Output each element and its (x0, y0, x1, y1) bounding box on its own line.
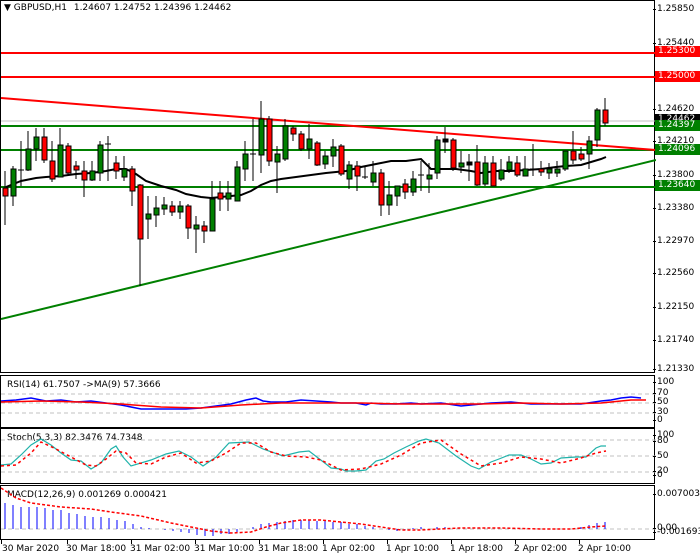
descending-trendline (1, 97, 656, 151)
price-tag-support: 1.24096 (655, 144, 700, 155)
macd-axis: 0.007003 0.00 -0.001693 (652, 485, 700, 540)
stochastic-label: Stoch(5,3,3) 82.3476 74.7348 (7, 433, 143, 443)
stochastic-axis: 100 80 50 20 0 (652, 428, 700, 484)
macd-tick: -0.001693 (652, 527, 700, 537)
stochastic-main-line (1, 438, 606, 472)
dropdown-triangle-icon[interactable]: ▼ (4, 3, 11, 13)
time-label: 31 Mar 10:00 (194, 544, 255, 554)
macd-tick: 0.007003 (653, 489, 700, 499)
price-tick: 1.23800 (652, 170, 695, 180)
stochastic-tick: 100 (652, 430, 675, 440)
price-axis: 1.25850 1.25440 1.24620 1.24210 1.23800 … (652, 0, 700, 374)
price-tick: 1.22970 (652, 236, 695, 246)
time-label: 2 Apr 10:00 (578, 544, 631, 554)
price-tick: 1.23380 (652, 203, 695, 213)
price-tick: 1.24620 (652, 104, 695, 114)
ascending-trendline (1, 159, 656, 320)
price-tick: 1.22150 (652, 302, 695, 312)
time-label: 1 Apr 10:00 (386, 544, 439, 554)
macd-signal-line (1, 487, 606, 534)
rsi-tick: 100 (652, 377, 675, 387)
symbol-label: GBPUSD,H1 (13, 3, 67, 13)
time-label: 30 Mar 2020 (2, 544, 60, 554)
macd-label: MACD(12,26,9) 0.001269 0.000421 (7, 490, 167, 500)
rsi-tick: 70 (652, 388, 669, 398)
rsi-label: RSI(14) 61.7507 ->MA(9) 57.3666 (7, 380, 161, 390)
ohlc-values: 1.24607 1.24752 1.24396 1.24462 (73, 3, 232, 13)
rsi-canvas (1, 393, 656, 414)
price-tick: 1.21740 (652, 335, 695, 345)
rsi-tick: 30 (652, 407, 669, 417)
price-tag-current: 1.24462 (655, 114, 700, 125)
price-tag-resistance: 1.25300 (655, 46, 700, 57)
stochastic-pane[interactable]: Stoch(5,3,3) 82.3476 74.7348 (0, 428, 656, 484)
stochastic-tick: 80 (652, 436, 669, 446)
macd-pane[interactable]: MACD(12,26,9) 0.001269 0.000421 (0, 485, 656, 540)
candles (2, 98, 609, 286)
stochastic-tick: 50 (652, 451, 669, 461)
price-chart-pane[interactable] (0, 0, 656, 373)
rsi-tick: 0 (653, 415, 663, 425)
time-label: 31 Mar 18:00 (258, 544, 319, 554)
stochastic-tick: 0 (653, 470, 663, 480)
price-tick: 1.24210 (652, 136, 695, 146)
price-tick: 1.25850 (652, 4, 695, 14)
time-label: 2 Apr 02:00 (514, 544, 567, 554)
chart-header: ▼ GBPUSD,H1 1.24607 1.24752 1.24396 1.24… (4, 3, 231, 13)
rsi-pane[interactable]: RSI(14) 61.7507 ->MA(9) 57.3666 (0, 375, 656, 428)
stochastic-signal-line (1, 439, 607, 471)
price-chart-canvas (1, 52, 656, 320)
stochastic-canvas (1, 438, 656, 473)
stochastic-tick: 20 (652, 466, 669, 476)
time-label: 1 Apr 18:00 (450, 544, 503, 554)
price-tag-resistance: 1.25000 (655, 71, 700, 82)
rsi-tick: 50 (652, 397, 669, 407)
time-label: 30 Mar 18:00 (66, 544, 127, 554)
rsi-ma-line (1, 399, 646, 409)
rsi-axis: 100 70 50 30 0 (652, 375, 700, 428)
macd-tick: 0.00 (652, 523, 678, 533)
price-tag-support: 1.23640 (655, 180, 700, 191)
time-label: 31 Mar 02:00 (130, 544, 191, 554)
price-tag-support: 1.24397 (655, 120, 700, 131)
price-tick: 1.21330 (652, 364, 695, 374)
price-tick: 1.25440 (652, 38, 695, 48)
time-label: 1 Apr 02:00 (322, 544, 375, 554)
price-tick: 1.22560 (652, 268, 695, 278)
macd-canvas (1, 487, 656, 536)
